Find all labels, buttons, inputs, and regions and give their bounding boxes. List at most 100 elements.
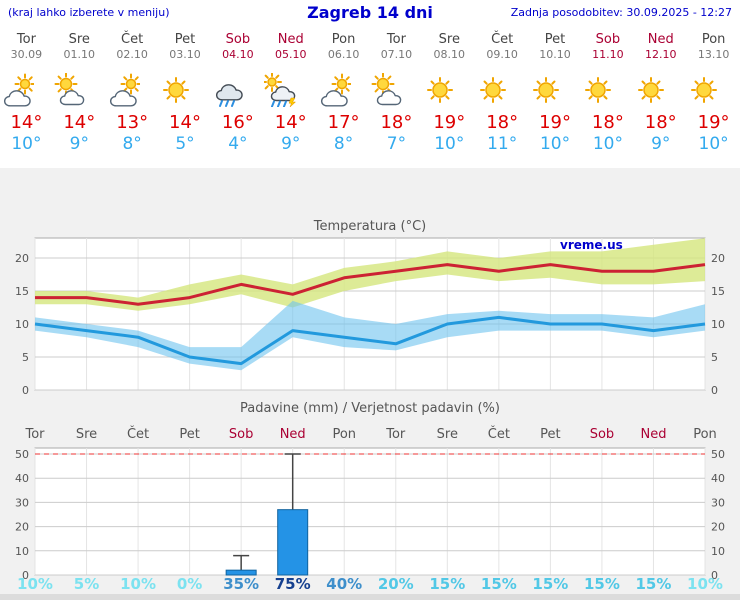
day-date: 10.10 xyxy=(539,48,571,61)
day-column[interactable]: Sob 11.10 18° 10° xyxy=(581,28,634,154)
sun-shape xyxy=(691,77,718,103)
weather-icon-rain xyxy=(216,84,244,107)
probability-label: 35% xyxy=(223,575,259,593)
probability-label: 20% xyxy=(378,575,414,593)
precip-ytick-right: 0 xyxy=(711,569,718,582)
precip-day-label: Pon xyxy=(332,427,356,442)
page-title: Zagreb 14 dni xyxy=(307,3,433,22)
day-column[interactable]: Ned 12.10 18° 9° xyxy=(634,28,687,154)
day-low-temp: 8° xyxy=(122,134,142,154)
bottom-bar xyxy=(0,594,740,600)
day-low-temp: 4° xyxy=(228,134,248,154)
temp-ytick-left: 15 xyxy=(15,285,29,298)
day-column[interactable]: Tor 07.10 18° 7° xyxy=(370,28,423,154)
cloud-shape xyxy=(271,86,296,102)
last-updated: Zadnja posodobitev: 30.09.2025 - 12:27 xyxy=(510,6,732,19)
weather-icon-partly-cloudy xyxy=(54,73,85,106)
day-high-temp: 19° xyxy=(539,112,571,133)
precip-ytick-left: 50 xyxy=(15,448,29,461)
day-icon-wrap xyxy=(53,73,106,107)
day-low-temp: 8° xyxy=(333,134,354,154)
day-column[interactable]: Ned 05.10 14° 9° xyxy=(264,28,317,154)
precip-day-label: Pet xyxy=(540,427,560,442)
day-high-temp: 14° xyxy=(274,112,307,133)
day-low-temp: 7° xyxy=(386,134,407,154)
weather-icon-storm xyxy=(264,73,297,107)
day-icon-wrap xyxy=(476,73,529,107)
day-date: 05.10 xyxy=(274,48,307,61)
weather-icon-sunny xyxy=(426,77,453,103)
precip-bar xyxy=(277,509,309,576)
weather-icon-partly-cloudy xyxy=(371,73,402,106)
sun-shape xyxy=(120,73,140,95)
day-low-temp: 9° xyxy=(281,134,301,154)
sun-shape xyxy=(371,73,395,96)
min-temp-band xyxy=(35,300,705,371)
day-date: 02.10 xyxy=(116,48,148,61)
day-name: Ned xyxy=(647,32,674,47)
sun-shape xyxy=(638,77,665,103)
day-name: Sob xyxy=(225,32,251,47)
day-date: 06.10 xyxy=(327,48,360,61)
day-low-temp: 9° xyxy=(69,134,89,154)
day-column[interactable]: Pon 13.10 19° 10° xyxy=(687,28,740,154)
sun-shape xyxy=(479,77,506,103)
precip-ytick-right: 30 xyxy=(711,496,725,509)
weather-icon-mostly-cloudy xyxy=(109,73,140,107)
precip-day-label: Pon xyxy=(693,427,717,442)
day-column[interactable]: Sre 08.10 19° 10° xyxy=(423,28,476,154)
day-icon-wrap xyxy=(264,73,317,107)
day-column[interactable]: Tor 30.09 14° 10° xyxy=(0,28,53,154)
day-high-temp: 14° xyxy=(10,112,43,133)
day-column[interactable]: Pon 06.10 17° 8° xyxy=(317,28,370,154)
weather-icon-sunny xyxy=(162,77,189,103)
precip-day-label: Sob xyxy=(590,427,614,442)
day-low-temp: 9° xyxy=(651,134,671,154)
day-name: Tor xyxy=(16,32,36,47)
day-column[interactable]: Sob 04.10 16° 4° xyxy=(211,28,264,154)
sun-shape xyxy=(264,73,283,92)
precip-ytick-left: 20 xyxy=(15,521,29,534)
day-column[interactable]: Sre 01.10 14° 9° xyxy=(53,28,106,154)
precip-day-label: Tor xyxy=(385,427,406,442)
day-icon-wrap xyxy=(317,73,370,107)
temp-ytick-right: 20 xyxy=(711,252,725,265)
day-high-temp: 19° xyxy=(433,112,466,133)
precip-day-label: Čet xyxy=(127,426,149,442)
probability-label: 15% xyxy=(636,575,672,593)
lightning-shape xyxy=(288,97,297,107)
precip-ytick-right: 10 xyxy=(711,545,725,558)
day-low-temp: 10° xyxy=(592,134,623,154)
day-low-temp: 10° xyxy=(698,134,729,154)
cloud-shape xyxy=(3,90,31,107)
precip-ytick-right: 50 xyxy=(711,448,725,461)
probability-label: 40% xyxy=(326,575,362,593)
day-column[interactable]: Pet 10.10 19° 10° xyxy=(529,28,582,154)
precip-ytick-right: 20 xyxy=(711,521,725,534)
day-high-temp: 13° xyxy=(116,112,149,133)
day-name: Tor xyxy=(386,32,406,47)
sun-shape xyxy=(532,77,559,103)
day-name: Sre xyxy=(438,32,460,47)
day-column[interactable]: Čet 09.10 18° 11° xyxy=(476,28,529,154)
day-name: Pon xyxy=(701,32,726,47)
day-name: Čet xyxy=(491,32,514,47)
max-temp-line xyxy=(35,263,706,306)
sun-shape xyxy=(14,73,34,95)
weather-icon-sunny xyxy=(532,77,559,103)
day-column[interactable]: Pet 03.10 14° 5° xyxy=(159,28,212,154)
precip-day-label: Ned xyxy=(640,427,666,442)
day-high-temp: 14° xyxy=(169,112,201,133)
precip-plot-area xyxy=(34,447,706,576)
day-column[interactable]: Čet 02.10 13° 8° xyxy=(106,28,159,154)
temp-ytick-left: 5 xyxy=(22,351,29,364)
probability-label: 15% xyxy=(481,575,517,593)
location-menu-hint: (kraj lahko izberete v meniju) xyxy=(8,6,170,19)
temp-ytick-right: 10 xyxy=(711,318,725,331)
day-icon-wrap xyxy=(211,73,264,107)
sun-shape xyxy=(162,77,189,103)
day-high-temp: 18° xyxy=(644,112,677,133)
sun-shape xyxy=(426,77,453,103)
charts-svg: Temperatura (°C) 0 0 5 5 10 10 15 15 20 20 vreme.us… xyxy=(0,219,740,600)
day-icon-wrap xyxy=(687,73,740,107)
